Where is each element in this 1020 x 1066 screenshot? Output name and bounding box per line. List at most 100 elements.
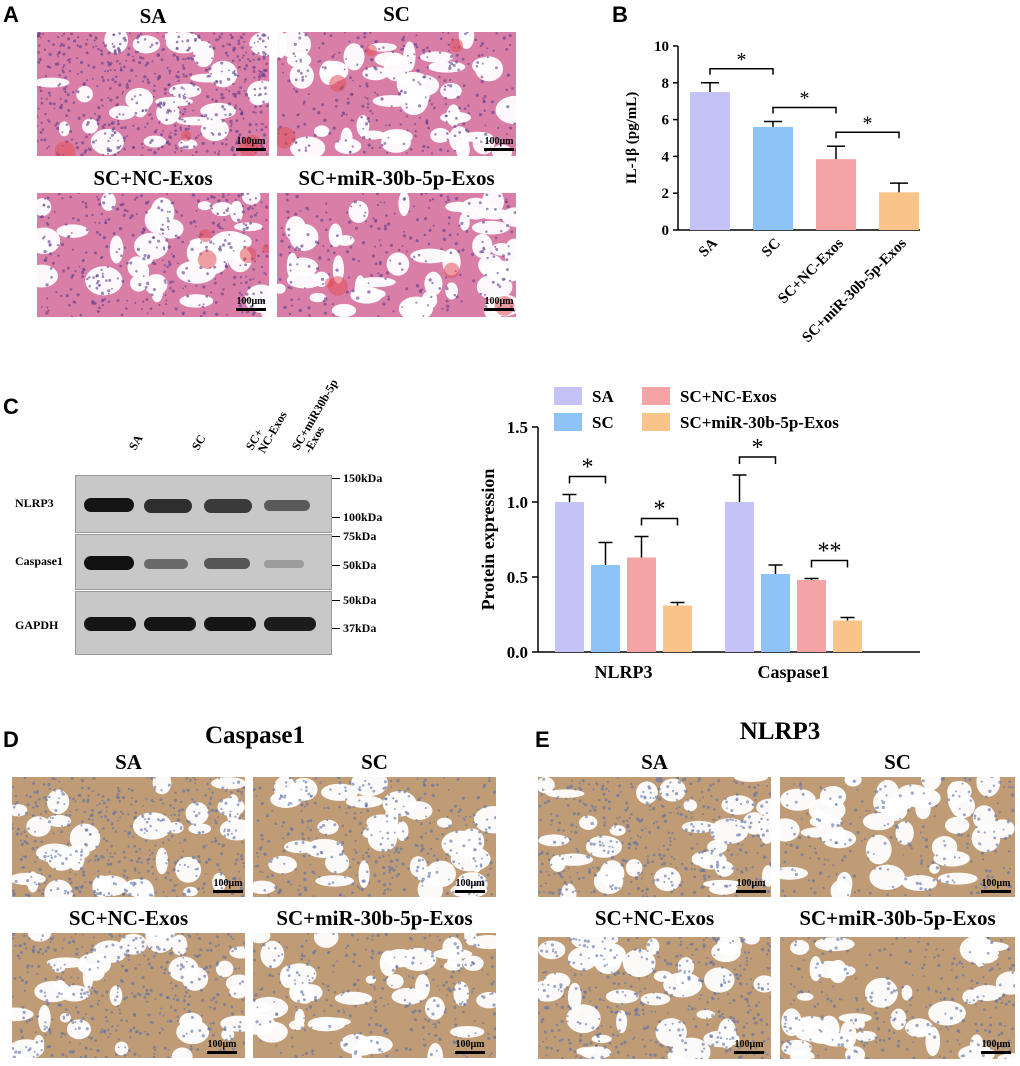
significance-mark: * — [654, 497, 666, 523]
significance-mark: * — [752, 435, 764, 461]
y-tick-label: 10 — [654, 39, 669, 55]
tissue-texture — [253, 777, 496, 897]
significance-mark: * — [582, 455, 594, 481]
mw-tick — [332, 565, 340, 566]
bar — [797, 580, 826, 652]
blot-row-label: Caspase1 — [15, 554, 64, 568]
ihc-title-sc: SC — [361, 750, 388, 774]
x-tick-label: Caspase1 — [757, 662, 829, 682]
scale-bar: 100μm — [484, 136, 514, 151]
significance-mark: * — [737, 49, 747, 71]
blot-row-label: NLRP3 — [15, 496, 54, 510]
blot-nlrp3 — [75, 475, 332, 533]
tissue-texture — [277, 193, 516, 317]
ihc-nlrp3-sc-nc-exos — [538, 937, 771, 1059]
x-tick-label: SC+NC-Exos — [775, 235, 847, 307]
protein-expression-chart: 0.0 0.5 1.0 1.5 Protein expression SA SC SC+NC-… — [478, 387, 920, 682]
blot-caspase1 — [75, 534, 332, 590]
panel-label-c: C — [3, 394, 19, 419]
scale-bar: 100μm — [236, 136, 266, 151]
ihc-title-sc: SC — [884, 750, 911, 774]
legend-label: SA — [592, 387, 614, 406]
mw-tick — [332, 600, 340, 601]
ihc-title-sa: SA — [115, 750, 142, 774]
mw-marker: 50kDa — [343, 558, 377, 572]
tissue-texture — [37, 193, 269, 317]
scale-bar: 100μm — [213, 878, 243, 893]
legend-swatch — [554, 413, 582, 431]
y-tick-label: 0.5 — [507, 568, 528, 587]
significance-mark: * — [863, 112, 873, 134]
ihc-caspase1-sc — [253, 777, 496, 897]
significance-bracket — [640, 517, 679, 526]
y-tick-label: 0.0 — [507, 643, 528, 662]
bar — [725, 502, 754, 652]
tissue-texture — [780, 937, 1015, 1059]
scale-bar: 100μm — [484, 296, 514, 311]
legend-swatch — [642, 413, 670, 431]
tissue-texture — [253, 933, 496, 1058]
band — [204, 617, 256, 631]
he-title-sc: SC — [383, 2, 410, 26]
significance-mark: * — [800, 87, 810, 109]
legend-label: SC+NC-Exos — [680, 387, 777, 406]
blot-lane-label: SA — [125, 432, 146, 453]
bar — [690, 92, 730, 230]
ihc-caspase1-sc-nc-exos — [12, 933, 245, 1058]
band — [84, 617, 136, 631]
blot-row-label: GAPDH — [15, 618, 59, 632]
panel-label-b: B — [612, 2, 628, 27]
y-tick-label: 0 — [662, 223, 670, 239]
scale-bar: 100μm — [207, 1039, 237, 1054]
scale-bar: 100μm — [455, 1039, 485, 1054]
ihc-nlrp3-sc — [780, 777, 1015, 897]
mw-marker: 150kDa — [343, 471, 383, 485]
mw-tick — [332, 628, 340, 629]
he-title-sa: SA — [139, 4, 167, 28]
y-tick-label: 8 — [662, 76, 670, 92]
significance-bracket — [568, 475, 607, 484]
y-tick-label: 2 — [662, 186, 670, 202]
he-title-sc-mir-exos: SC+miR-30b-5p-Exos — [298, 166, 495, 190]
he-title-sc-nc-exos: SC+NC-Exos — [93, 166, 213, 190]
bar — [879, 192, 919, 230]
tissue-texture — [12, 933, 245, 1058]
mw-marker: 100kDa — [343, 510, 383, 524]
ihc-title-sc-nc-exos: SC+NC-Exos — [594, 906, 715, 930]
mw-marker: 50kDa — [343, 593, 377, 607]
ihc-title-sa: SA — [641, 750, 668, 774]
y-axis-title: Protein expression — [478, 469, 498, 611]
band — [84, 556, 134, 570]
ihc-title-sc-mir-exos: SC+miR-30b-5p-Exos — [799, 906, 996, 930]
significance-bracket — [835, 131, 900, 139]
panel-d-title: Caspase1 — [204, 722, 305, 749]
y-tick-label: 1.5 — [507, 418, 528, 437]
legend-label: SC — [592, 413, 614, 432]
mw-tick — [332, 517, 340, 518]
significance-bracket — [738, 456, 777, 464]
bar — [816, 159, 856, 230]
band — [264, 500, 310, 511]
ihc-nlrp3-sa — [538, 777, 771, 897]
x-tick-label: SC — [759, 236, 784, 261]
x-tick-label: NLRP3 — [595, 662, 653, 682]
scale-bar: 100μm — [236, 296, 266, 311]
legend-swatch — [642, 387, 670, 405]
tissue-texture — [12, 777, 245, 897]
panel-label-e: E — [535, 727, 550, 752]
x-tick-label: SA — [696, 235, 721, 260]
blot-gapdh — [75, 591, 332, 655]
y-axis-title: IL-1β (pg/mL) — [624, 92, 640, 185]
he-image-sc-nc-exos — [37, 193, 269, 317]
y-tick-label: 1.0 — [507, 493, 528, 512]
bar — [753, 126, 793, 230]
panel-label-d: D — [3, 727, 19, 752]
x-tick-label: SC+miR-30b-5p-Exos — [799, 235, 910, 346]
scale-bar: 100μm — [736, 878, 766, 893]
bar — [591, 565, 620, 652]
he-image-sc — [277, 32, 516, 156]
bar — [627, 557, 656, 652]
legend-swatch — [554, 387, 582, 405]
mw-marker: 37kDa — [343, 621, 377, 635]
scale-bar: 100μm — [981, 878, 1011, 893]
